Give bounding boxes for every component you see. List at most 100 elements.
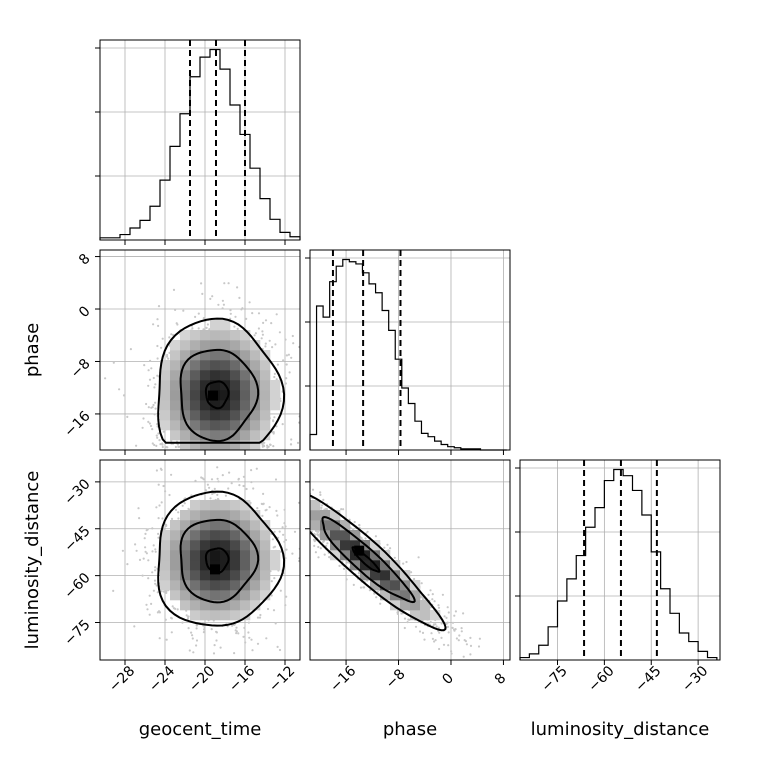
pair-phase-luminosity_distance-point — [319, 491, 322, 494]
hist-luminosity_distance-xtick-label-2: −45 — [632, 663, 664, 695]
pair-geocent_time-luminosity_distance-point — [191, 634, 194, 637]
pair-phase-luminosity_distance-point — [454, 628, 457, 631]
pair-phase-luminosity_distance-point — [290, 511, 292, 513]
pair-geocent_time-luminosity_distance-point — [250, 469, 253, 472]
pair-geocent_time-phase-density-cell — [220, 410, 231, 421]
pair-geocent_time-luminosity_distance-point — [158, 504, 161, 507]
pair-geocent_time-luminosity_distance-point — [176, 608, 179, 611]
pair-geocent_time-luminosity_distance-point — [188, 649, 191, 652]
pair-geocent_time-phase-density-cell — [230, 430, 241, 441]
pair-geocent_time-luminosity_distance-point — [231, 624, 234, 627]
pair-phase-luminosity_distance-point — [317, 556, 320, 559]
pair-geocent_time-phase-point — [251, 312, 254, 315]
pair-geocent_time-luminosity_distance-xtick-label-4: −12 — [266, 663, 298, 695]
pair-geocent_time-luminosity_distance-point — [202, 631, 205, 634]
pair-geocent_time-phase-density-cell — [180, 340, 191, 351]
pair-phase-luminosity_distance-point — [261, 490, 263, 492]
pair-geocent_time-luminosity_distance-density-cell — [160, 580, 171, 591]
pair-geocent_time-luminosity_distance-point — [283, 522, 286, 525]
pair-geocent_time-luminosity_distance-density-cell — [210, 590, 221, 601]
pair-geocent_time-luminosity_distance-point — [135, 549, 138, 552]
pair-geocent_time-phase-point — [273, 416, 276, 419]
pair-geocent_time-phase-point — [257, 312, 261, 315]
pair-geocent_time-luminosity_distance-density-cell — [210, 600, 221, 611]
pair-geocent_time-phase-density-cell — [200, 370, 211, 381]
pair-phase-luminosity_distance-density-cell — [350, 540, 361, 551]
pair-geocent_time-luminosity_distance-density-cell — [230, 500, 241, 511]
pair-geocent_time-phase-density-cell — [180, 430, 191, 441]
pair-geocent_time-phase-frame — [99, 249, 301, 451]
pair-geocent_time-luminosity_distance-point — [154, 566, 157, 569]
pair-phase-luminosity_distance-density-cell — [390, 600, 401, 611]
pair-geocent_time-phase-density-cell — [170, 360, 181, 371]
pair-geocent_time-luminosity_distance-density-cell — [220, 520, 231, 531]
pair-geocent_time-phase-point — [182, 309, 185, 312]
pair-geocent_time-luminosity_distance-density-cell — [180, 550, 191, 561]
pair-geocent_time-luminosity_distance-point — [145, 603, 148, 606]
pair-phase-luminosity_distance-point — [295, 519, 297, 521]
pair-geocent_time-luminosity_distance-density-cell — [240, 600, 251, 611]
pair-geocent_time-phase-point — [292, 342, 295, 345]
pair-phase-luminosity_distance-point — [286, 494, 288, 496]
pair-phase-luminosity_distance-point — [433, 600, 436, 603]
pair-geocent_time-luminosity_distance-point — [213, 644, 216, 647]
pair-phase-luminosity_distance-point — [285, 507, 287, 509]
pair-geocent_time-luminosity_distance-point — [177, 511, 180, 514]
pair-geocent_time-phase-density-cell — [180, 390, 191, 401]
pair-geocent_time-luminosity_distance-point — [284, 525, 287, 528]
pair-phase-luminosity_distance-point — [421, 631, 425, 635]
pair-geocent_time-luminosity_distance-point — [219, 646, 222, 649]
pair-geocent_time-luminosity_distance-density-cell — [210, 510, 221, 521]
pair-phase-luminosity_distance-point — [429, 621, 432, 624]
pair-phase-luminosity_distance-point — [312, 538, 316, 541]
pair-geocent_time-luminosity_distance-point — [275, 509, 278, 512]
pair-geocent_time-luminosity_distance-point — [262, 492, 265, 495]
pair-geocent_time-phase-density-cell — [160, 370, 171, 381]
pair-phase-luminosity_distance-point — [305, 534, 307, 536]
pair-geocent_time-luminosity_distance-density-cell — [240, 500, 251, 511]
pair-geocent_time-luminosity_distance-point — [195, 644, 198, 647]
pair-phase-luminosity_distance-point — [306, 509, 308, 511]
pair-geocent_time-luminosity_distance-point — [237, 632, 240, 635]
pair-geocent_time-phase-point — [152, 323, 155, 326]
pair-phase-luminosity_distance-point — [366, 530, 369, 533]
pair-geocent_time-luminosity_distance-point — [208, 486, 211, 489]
pair-phase-luminosity_distance-point — [273, 482, 275, 484]
pair-geocent_time-phase-density-cell — [250, 340, 261, 351]
pair-geocent_time-phase-point — [284, 382, 287, 385]
pair-phase-luminosity_distance-point — [296, 513, 298, 515]
pair-phase-luminosity_distance-point — [307, 491, 309, 493]
pair-phase-luminosity_distance-point — [451, 621, 455, 624]
pair-geocent_time-luminosity_distance-density-cell — [240, 610, 251, 621]
pair-phase-luminosity_distance-point — [440, 622, 443, 625]
pair-phase-luminosity_distance-point — [431, 598, 434, 601]
pair-phase-luminosity_distance-point — [304, 486, 306, 488]
pair-phase-luminosity_distance-point — [413, 577, 416, 581]
pair-phase-luminosity_distance-point — [300, 506, 302, 508]
hist-phase-step — [309, 258, 507, 451]
pair-geocent_time-luminosity_distance-density-cell — [240, 580, 251, 591]
pair-geocent_time-luminosity_distance-density-cell — [250, 600, 261, 611]
pair-geocent_time-phase-point — [148, 378, 152, 381]
pair-phase-luminosity_distance-density-cell — [320, 530, 331, 541]
pair-geocent_time-phase-point — [158, 439, 161, 442]
pair-geocent_time-phase-point — [174, 445, 177, 449]
pair-phase-luminosity_distance-density-cell — [320, 510, 331, 521]
pair-geocent_time-luminosity_distance-point — [233, 669, 235, 671]
pair-phase-luminosity_distance-point — [297, 511, 299, 513]
pair-phase-luminosity_distance-point — [302, 502, 304, 504]
pair-geocent_time-luminosity_distance-density-cell — [210, 500, 221, 511]
pair-phase-luminosity_distance-point — [351, 528, 355, 531]
pair-geocent_time-luminosity_distance-point — [144, 546, 147, 549]
pair-geocent_time-phase-density-cell — [180, 330, 191, 341]
pair-geocent_time-luminosity_distance-density-cell — [230, 530, 241, 541]
pair-geocent_time-phase-point — [161, 337, 164, 340]
pair-geocent_time-phase-density-cell — [240, 430, 251, 441]
pair-geocent_time-phase-point — [175, 322, 178, 325]
pair-geocent_time-phase-density-cell — [190, 440, 201, 450]
pair-geocent_time-luminosity_distance-point — [152, 544, 155, 547]
pair-geocent_time-luminosity_distance-point — [215, 630, 218, 633]
pair-phase-luminosity_distance-point — [286, 489, 288, 491]
pair-geocent_time-luminosity_distance-point — [156, 591, 159, 594]
pair-geocent_time-luminosity_distance-density-cell — [200, 540, 211, 551]
